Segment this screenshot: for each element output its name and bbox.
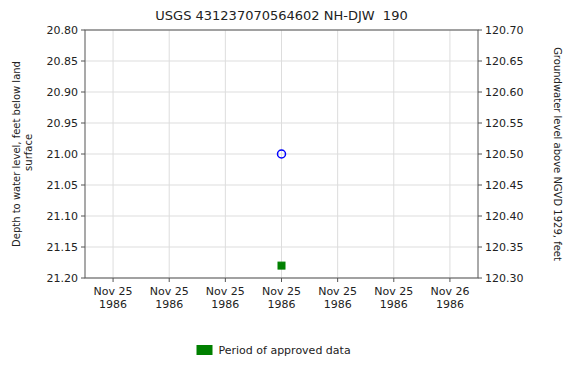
y2-axis-label: Groundwater level above NGVD 1929, feet xyxy=(552,47,563,261)
x-tick-label: Nov 251986 xyxy=(262,285,301,311)
y2-tick-label: 120.35 xyxy=(485,241,524,254)
series xyxy=(278,262,285,269)
chart: 20.80 20.85 20.90 20.95 21.00 21.05 21.10 21.15… xyxy=(0,0,576,384)
title: USGS 431237070564602 NH-DJW 190 xyxy=(155,8,407,23)
legend: Period of approved data xyxy=(197,344,351,357)
y-tick-label: 21.05 xyxy=(47,179,79,192)
x-tick-label: Nov 261986 xyxy=(430,285,469,311)
y2-tick xyxy=(478,30,482,31)
series xyxy=(278,150,286,158)
x-tick xyxy=(281,278,282,282)
y2-axis: 120.70 120.65 120.60 120.55 120.50 120.45 120.… xyxy=(478,24,524,285)
grid-line xyxy=(169,30,170,278)
y-tick-label: 20.85 xyxy=(47,55,79,68)
x-tick xyxy=(169,278,170,282)
y-tick-label: 21.15 xyxy=(47,241,79,254)
y-tick xyxy=(81,61,85,62)
x-tick xyxy=(337,278,338,282)
y-tick xyxy=(81,216,85,217)
y2-tick-label: 120.70 xyxy=(485,24,524,37)
y2-tick xyxy=(478,92,482,93)
y2-tick xyxy=(478,185,482,186)
grid-line xyxy=(449,30,450,278)
y2-tick xyxy=(478,61,482,62)
y-axis-label: Depth to water level, feet below land su… xyxy=(11,61,34,247)
x-tick-label: Nov 251986 xyxy=(94,285,133,311)
grid-line xyxy=(393,30,394,278)
y2-tick xyxy=(478,216,482,217)
y-tick xyxy=(81,30,85,31)
grid xyxy=(85,30,478,278)
x-tick xyxy=(113,278,114,282)
x-tick-label: Nov 251986 xyxy=(206,285,245,311)
y2-tick xyxy=(478,278,482,279)
y2-tick-label: 120.30 xyxy=(485,272,524,285)
x-tick-label: Nov 251986 xyxy=(318,285,357,311)
y-tick-label: 21.00 xyxy=(47,148,79,161)
y-axis: 20.80 20.85 20.90 20.95 21.00 21.05 21.10 21.15… xyxy=(47,24,86,285)
y-tick-label: 20.80 xyxy=(47,24,79,37)
y2-tick xyxy=(478,154,482,155)
y-tick xyxy=(81,185,85,186)
x-tick xyxy=(225,278,226,282)
point xyxy=(278,150,286,158)
x-tick-label: Nov 251986 xyxy=(150,285,189,311)
x-tick xyxy=(449,278,450,282)
y-tick xyxy=(81,154,85,155)
marks xyxy=(278,150,286,269)
y-tick xyxy=(81,278,85,279)
y-tick xyxy=(81,92,85,93)
y2-tick-label: 120.55 xyxy=(485,117,524,130)
x-axis: Nov 251986 Nov 251986 Nov 251986 Nov 251986… xyxy=(94,278,470,311)
grid-line xyxy=(113,30,114,278)
y2-tick-label: 120.60 xyxy=(485,86,524,99)
grid-line xyxy=(225,30,226,278)
plot-frame xyxy=(85,30,478,278)
grid-line xyxy=(281,30,282,278)
y-tick-label: 21.20 xyxy=(47,272,79,285)
point xyxy=(278,262,285,269)
legend-label: Period of approved data xyxy=(219,344,351,357)
y2-tick xyxy=(478,123,482,124)
y2-tick xyxy=(478,247,482,248)
y2-tick-label: 120.65 xyxy=(485,55,524,68)
x-tick-label: Nov 251986 xyxy=(374,285,413,311)
y2-tick-label: 120.40 xyxy=(485,210,524,223)
y-tick xyxy=(81,123,85,124)
grid-line xyxy=(337,30,338,278)
y-tick-label: 20.90 xyxy=(47,86,79,99)
y2-tick-label: 120.50 xyxy=(485,148,524,161)
y-tick-label: 20.95 xyxy=(47,117,79,130)
y2-tick-label: 120.45 xyxy=(485,179,524,192)
x-tick xyxy=(393,278,394,282)
y-tick-label: 21.10 xyxy=(47,210,79,223)
y-tick xyxy=(81,247,85,248)
legend-swatch xyxy=(197,345,213,355)
